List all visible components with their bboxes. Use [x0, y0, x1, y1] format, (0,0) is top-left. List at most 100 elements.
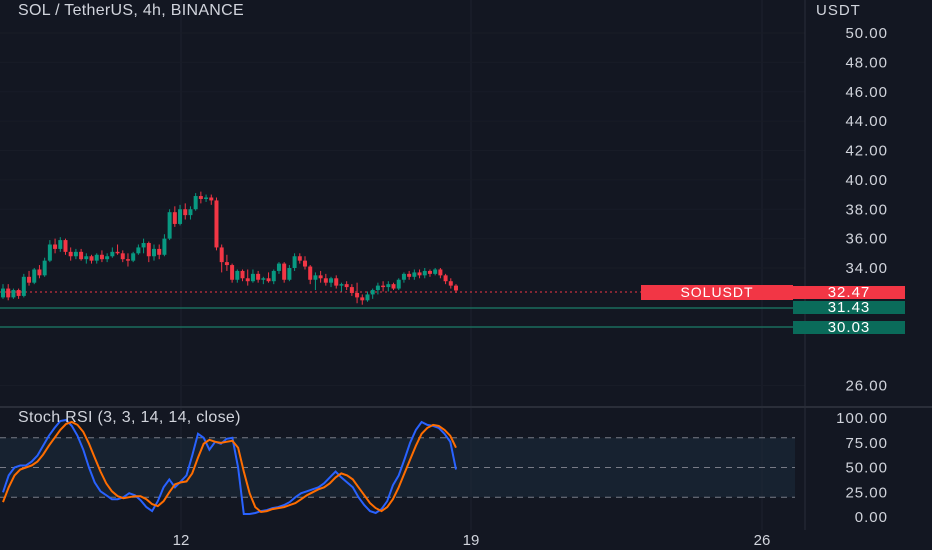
candle-body — [167, 212, 172, 239]
time-tick-label: 19 — [463, 532, 480, 549]
candle-body — [63, 240, 68, 252]
candle-body — [329, 278, 334, 283]
candle-body — [412, 272, 417, 277]
candle-body — [297, 256, 302, 261]
candle-body — [308, 266, 313, 280]
candle-body — [141, 243, 146, 248]
candle-body — [375, 285, 380, 291]
candle-body — [448, 281, 453, 286]
price-tick-label: 50.00 — [845, 25, 888, 42]
stoch-rsi-pane[interactable] — [0, 418, 795, 515]
price-tick-label: 36.00 — [845, 231, 888, 248]
candle-body — [37, 269, 42, 276]
candle-body — [438, 269, 443, 276]
candle-body — [42, 260, 47, 276]
candle-body — [146, 243, 151, 257]
price-tick-label: 46.00 — [845, 84, 888, 101]
candle-body — [266, 278, 271, 282]
candle-body — [16, 290, 21, 296]
candle-body — [136, 247, 141, 254]
candles[interactable] — [1, 191, 458, 305]
candle-body — [339, 284, 344, 286]
candle-body — [256, 273, 261, 280]
candle-body — [21, 276, 26, 296]
candle-body — [235, 270, 240, 280]
candle-body — [198, 196, 203, 199]
candle-body — [422, 270, 427, 276]
candle-body — [214, 200, 219, 248]
candle-body — [240, 270, 245, 279]
candle-body — [204, 197, 209, 199]
support-level-badge-2: 30.03 — [793, 320, 905, 335]
candle-body — [381, 285, 386, 288]
horizontal-levels[interactable] — [0, 291, 795, 328]
candle-body — [79, 251, 84, 260]
candle-body — [162, 238, 167, 255]
candle-body — [131, 253, 136, 261]
candle-body — [105, 256, 110, 260]
stoch-tick-label: 75.00 — [845, 435, 888, 452]
candle-body — [99, 254, 104, 260]
candle-body — [323, 278, 328, 283]
candle-body — [53, 244, 58, 249]
candle-body — [271, 270, 276, 282]
candle-body — [68, 251, 73, 257]
stoch-tick-label: 25.00 — [845, 484, 888, 501]
candle-body — [6, 288, 11, 298]
candle-body — [386, 284, 391, 288]
candle-body — [360, 297, 365, 301]
candle-body — [276, 263, 281, 271]
candle-body — [73, 251, 78, 257]
price-tick-label: 38.00 — [845, 201, 888, 218]
price-tick-label: 34.00 — [845, 260, 888, 277]
candle-body — [407, 273, 412, 277]
candle-body — [27, 276, 32, 283]
candle-body — [219, 247, 224, 263]
candle-body — [183, 209, 188, 216]
candle-body — [47, 244, 52, 261]
candle-body — [344, 284, 349, 288]
candle-body — [454, 285, 458, 291]
price-tick-label: 48.00 — [845, 54, 888, 71]
candle-body — [32, 269, 37, 283]
price-tick-label: 40.00 — [845, 172, 888, 189]
candle-body — [120, 253, 125, 260]
stoch-tick-label: 100.00 — [836, 410, 888, 427]
candle-body — [110, 251, 115, 257]
candle-body — [209, 197, 214, 201]
candle-body — [282, 263, 287, 280]
axis-unit-label[interactable]: USDT — [816, 2, 861, 19]
candle-body — [365, 294, 370, 301]
candle-body — [250, 273, 255, 282]
candle-body — [172, 212, 177, 224]
candle-body — [84, 256, 89, 260]
candle-body — [230, 265, 235, 280]
candle-body — [125, 259, 130, 261]
price-tick-label: 44.00 — [845, 113, 888, 130]
chart-title: SOL / TetherUS, 4h, BINANCE — [18, 2, 244, 19]
candle-body — [94, 254, 99, 261]
candle-body — [313, 275, 318, 280]
candle-body — [224, 262, 229, 266]
candle-body — [157, 248, 162, 255]
candle-body — [292, 256, 297, 268]
candle-body — [391, 284, 396, 289]
candle-body — [193, 196, 198, 210]
symbol-badge: SOLUSDT — [641, 285, 793, 300]
time-tick-label: 12 — [173, 532, 190, 549]
candle-body — [334, 278, 339, 286]
price-tick-label: 42.00 — [845, 143, 888, 160]
candle-body — [370, 290, 375, 295]
candle-body — [261, 278, 266, 280]
candle-body — [401, 273, 406, 280]
candle-body — [115, 251, 120, 254]
candle-body — [396, 279, 401, 289]
candle-body — [58, 240, 63, 249]
candle-body — [11, 290, 16, 298]
price-tick-label: 26.00 — [845, 378, 888, 395]
candle-body — [188, 209, 193, 216]
grid-lines — [180, 0, 763, 530]
candle-body — [355, 292, 360, 298]
